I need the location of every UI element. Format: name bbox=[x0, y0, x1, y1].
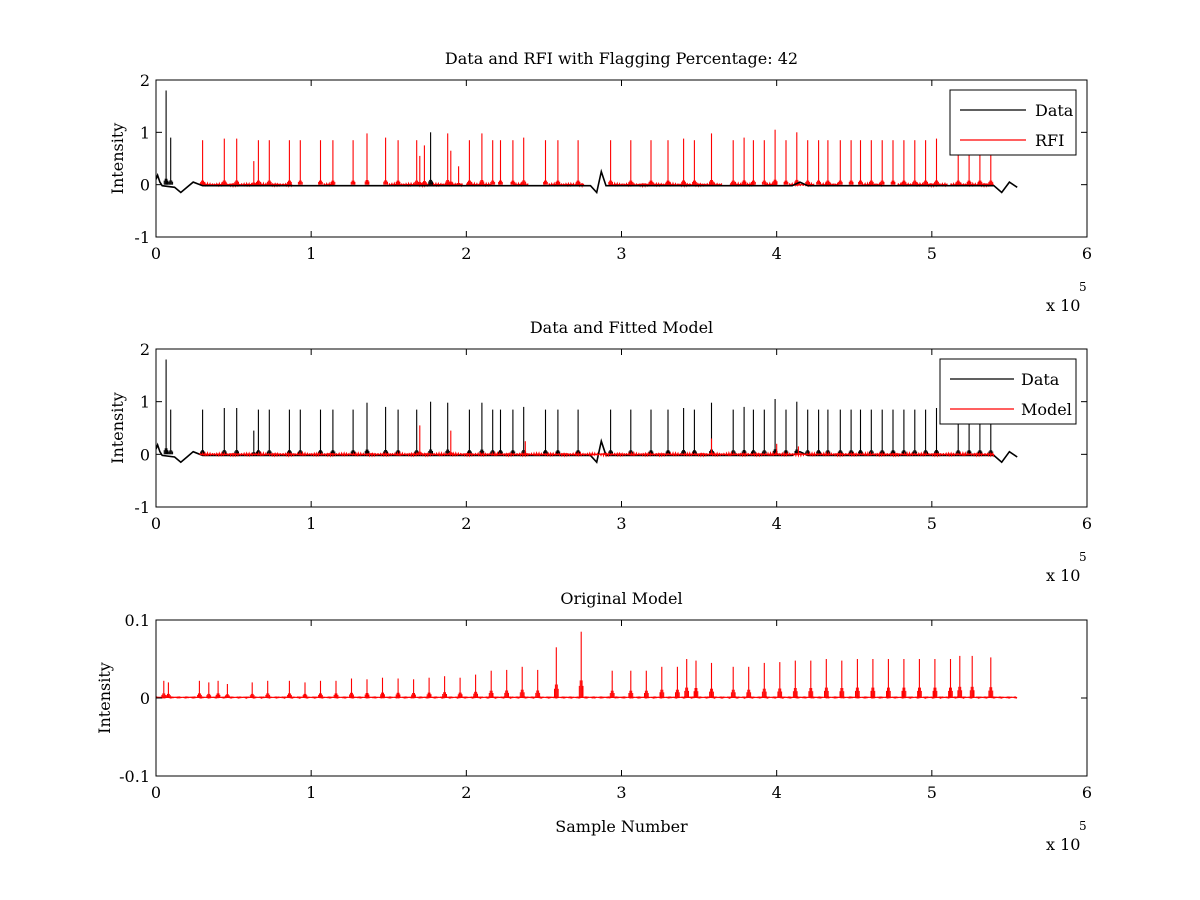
series-segment bbox=[198, 450, 995, 458]
y-axis-label: Intensity bbox=[108, 123, 127, 195]
x-tick-label: 5 bbox=[927, 244, 937, 263]
x-tick-label: 1 bbox=[306, 514, 316, 533]
x-tick-label: 3 bbox=[616, 244, 626, 263]
series-model bbox=[156, 631, 1018, 700]
y-axis-label: Intensity bbox=[95, 662, 114, 734]
chart-title: Original Model bbox=[560, 589, 682, 608]
x-tick-label: 1 bbox=[306, 244, 316, 263]
x-axis-label: Sample Number bbox=[555, 817, 688, 836]
legend-box bbox=[949, 89, 1077, 156]
series-data bbox=[156, 90, 1018, 195]
x-tick-label: 6 bbox=[1082, 783, 1092, 802]
y-tick-label: 1 bbox=[140, 123, 150, 142]
x-tick-label: 4 bbox=[772, 783, 782, 802]
legend-entry: Data bbox=[1021, 370, 1060, 389]
x-exponent-power: 5 bbox=[1079, 819, 1087, 833]
y-tick-label: 0 bbox=[140, 445, 150, 464]
plot-area bbox=[156, 631, 1018, 700]
legend: Data RFI bbox=[949, 89, 1077, 156]
x-tick-label: 2 bbox=[461, 514, 471, 533]
legend-box bbox=[939, 358, 1077, 425]
series-rfi bbox=[198, 129, 995, 189]
x-tick-label: 0 bbox=[151, 783, 161, 802]
plot-area bbox=[156, 90, 1018, 195]
x-exponent-base: x 10 bbox=[1046, 296, 1080, 315]
y-tick-label: 0.1 bbox=[125, 611, 150, 630]
chart-title: Data and Fitted Model bbox=[530, 318, 713, 337]
x-exponent-base: x 10 bbox=[1046, 835, 1080, 854]
series-baseline bbox=[156, 168, 1018, 195]
legend-entry: RFI bbox=[1035, 131, 1064, 150]
y-tick-label: -0.1 bbox=[119, 767, 150, 786]
x-tick-label: 5 bbox=[927, 514, 937, 533]
x-tick-label: 4 bbox=[772, 244, 782, 263]
series-data bbox=[156, 359, 1018, 464]
x-tick-label: 6 bbox=[1082, 514, 1092, 533]
x-tick-label: 0 bbox=[151, 244, 161, 263]
x-tick-label: 6 bbox=[1082, 244, 1092, 263]
x-exponent-power: 5 bbox=[1079, 280, 1087, 294]
x-tick-label: 2 bbox=[461, 244, 471, 263]
y-tick-label: -1 bbox=[134, 228, 150, 247]
y-tick-label: 1 bbox=[140, 393, 150, 412]
series-segment bbox=[198, 181, 293, 188]
y-tick-label: 0 bbox=[140, 689, 150, 708]
x-tick-label: 1 bbox=[306, 783, 316, 802]
y-tick-label: 0 bbox=[140, 176, 150, 195]
x-exponent-base: x 10 bbox=[1046, 566, 1080, 585]
legend: Data Model bbox=[939, 358, 1077, 425]
x-tick-label: 3 bbox=[616, 514, 626, 533]
x-exponent-power: 5 bbox=[1079, 550, 1087, 564]
x-tick-label: 3 bbox=[616, 783, 626, 802]
plot-area bbox=[156, 359, 1018, 464]
x-tick-label: 0 bbox=[151, 514, 161, 533]
y-tick-label: -1 bbox=[134, 498, 150, 517]
x-tick-label: 4 bbox=[772, 514, 782, 533]
x-tick-label: 2 bbox=[461, 783, 471, 802]
y-tick-label: 2 bbox=[140, 71, 150, 90]
y-axis-label: Intensity bbox=[108, 392, 127, 464]
y-tick-label: 2 bbox=[140, 340, 150, 359]
legend-entry: Data bbox=[1035, 101, 1074, 120]
legend-entry: Model bbox=[1021, 400, 1072, 419]
series-model bbox=[198, 425, 995, 458]
x-tick-label: 5 bbox=[927, 783, 937, 802]
chart-title: Data and RFI with Flagging Percentage: 4… bbox=[445, 49, 798, 68]
